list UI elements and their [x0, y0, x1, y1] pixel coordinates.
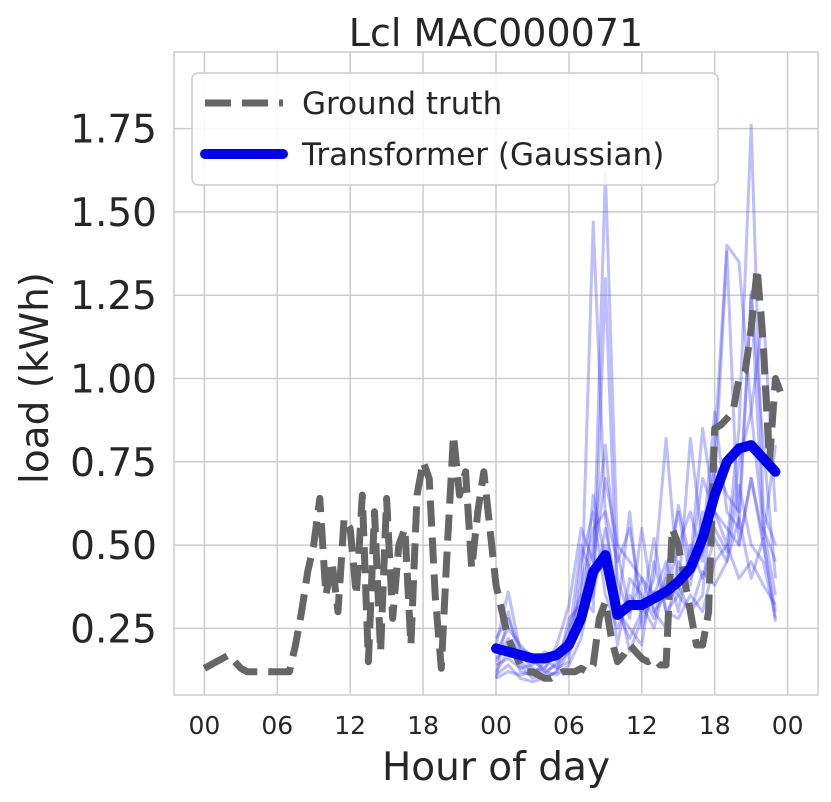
transformer-gaussian-line: [491, 440, 781, 664]
legend-ground-truth-label: Ground truth: [302, 86, 502, 122]
x-axis-label: Hour of day: [382, 745, 610, 790]
tick-labels: 00 06 12 18 00 06 12 18 00 0.25 0.50 0.75 1.00 1.25 1.…: [70, 108, 803, 740]
legend-transformer-label: Transformer (Gaussian): [301, 137, 664, 173]
x-tick-label: 12: [334, 711, 366, 740]
chart-title: Lcl MAC000071: [349, 11, 643, 55]
grid: [174, 52, 818, 695]
y-tick-label: 1.50: [70, 191, 157, 236]
x-tick-label: 00: [772, 711, 804, 740]
y-tick-label: 0.50: [70, 524, 157, 569]
x-tick-label: 18: [407, 711, 439, 740]
sample-line: [494, 123, 777, 677]
y-tick-label: 1.75: [70, 108, 157, 153]
ground-truth-line: [202, 265, 785, 682]
legend: Ground truth Transformer (Gaussian): [191, 72, 719, 186]
y-tick-label: 0.25: [70, 607, 157, 652]
x-tick-label: 00: [188, 711, 220, 740]
sample-line: [494, 543, 777, 677]
y-tick-label: 0.75: [70, 441, 157, 486]
series-lines: [202, 265, 785, 682]
x-tick-label: 12: [626, 711, 658, 740]
sample-line: [495, 427, 777, 680]
x-tick-label: 18: [699, 711, 731, 740]
x-tick-label: 06: [553, 711, 585, 740]
y-axis-label: load (kWh): [13, 272, 58, 484]
x-tick-label: 00: [480, 711, 512, 740]
legend-box: [191, 72, 719, 186]
x-tick-label: 06: [261, 711, 293, 740]
y-tick-label: 1.25: [70, 274, 157, 319]
y-tick-label: 1.00: [70, 357, 157, 402]
sample-line: [494, 220, 777, 670]
sample-line: [494, 250, 777, 674]
